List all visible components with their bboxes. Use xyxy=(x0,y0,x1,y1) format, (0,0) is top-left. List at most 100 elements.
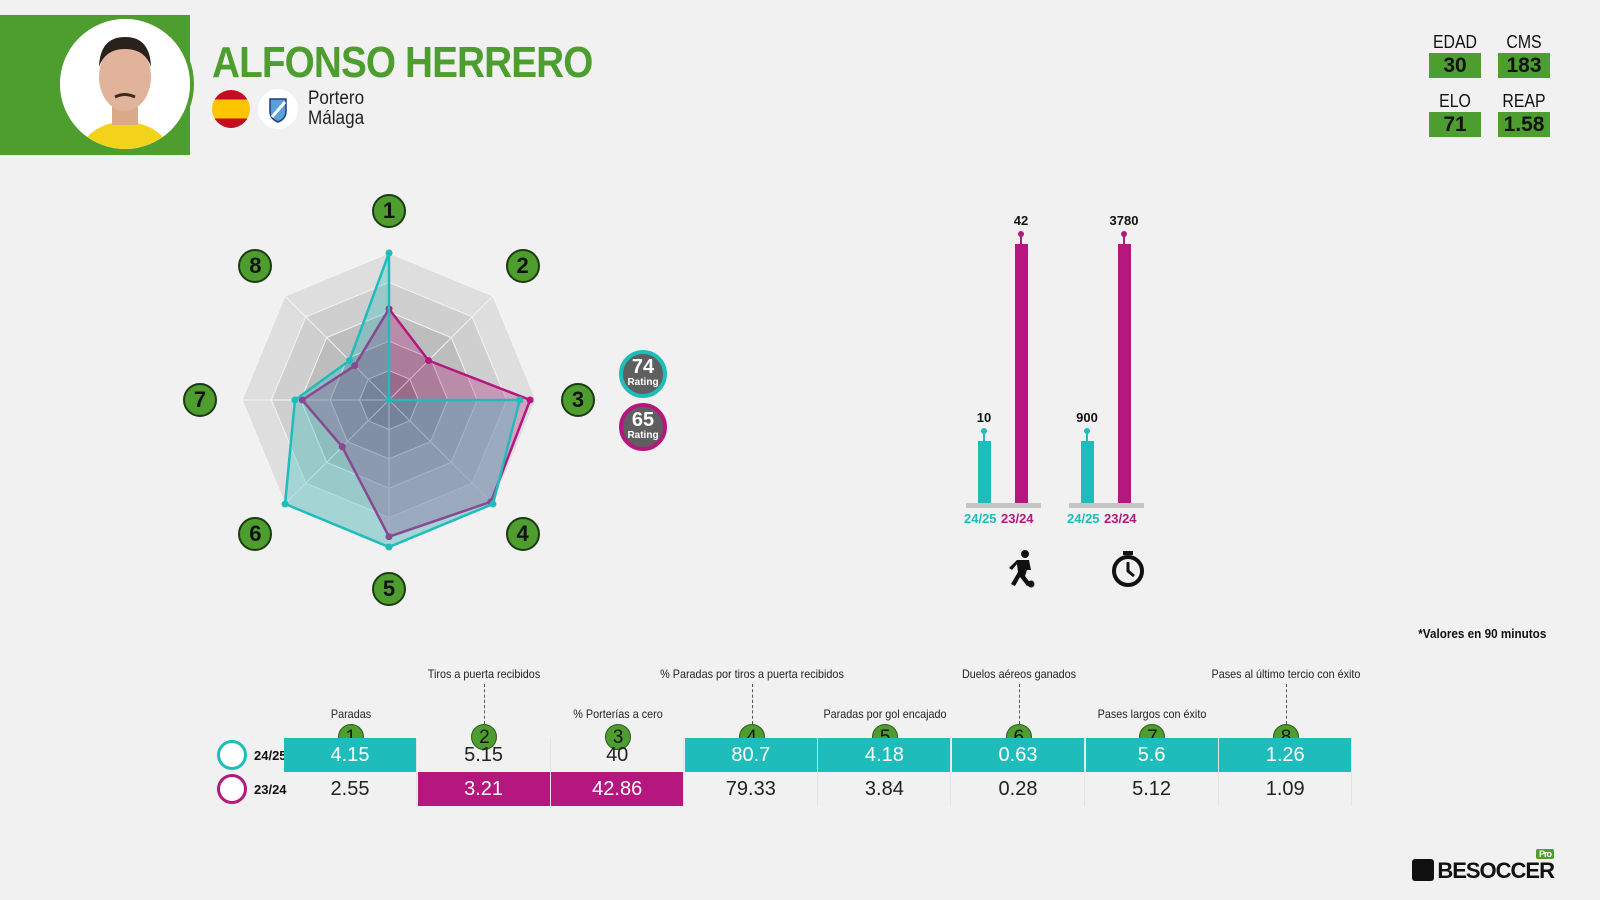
bar-category-label: 24/25 xyxy=(964,511,997,526)
column-label: Pases al último tercio con éxito xyxy=(1211,667,1361,681)
column-number-badge: 3 xyxy=(605,724,631,750)
stopwatch-icon xyxy=(1111,550,1145,593)
column-connector xyxy=(484,684,486,724)
table-cell: 1.09 xyxy=(1219,772,1353,806)
bar-value-label: 42 xyxy=(1013,213,1029,228)
radar-point xyxy=(346,357,354,365)
radar-point xyxy=(489,500,497,508)
radar-axis-badge: 2 xyxy=(505,249,540,284)
radar-spoke xyxy=(388,399,494,505)
radar-point xyxy=(526,396,534,404)
table-cell: 1.26 xyxy=(1219,738,1353,772)
stat-label-height: CMS xyxy=(1506,32,1542,52)
spain-flag-icon xyxy=(212,90,250,128)
bar-dot xyxy=(1018,231,1024,237)
radar-axis-badge: 6 xyxy=(238,516,273,551)
bar-dot xyxy=(1084,428,1090,435)
player-team: Málaga xyxy=(308,108,365,129)
bar-stem xyxy=(1123,235,1125,244)
table-cell: 4.15 xyxy=(284,738,417,772)
bar-baseline xyxy=(966,503,1041,508)
rating-badge-previous: 65 Rating xyxy=(619,403,667,451)
table-cell: 0.28 xyxy=(952,772,1085,806)
table-cell: 5.12 xyxy=(1086,772,1219,806)
column-number-badge: 2 xyxy=(471,724,498,750)
rating-value: 65 xyxy=(631,409,655,431)
player-name: ALFONSO HERRERO xyxy=(212,38,593,87)
radar-point xyxy=(385,249,393,257)
bar-baseline xyxy=(1069,503,1144,508)
row-season-label: 23/24 xyxy=(254,782,287,797)
radar-axis-badge: 4 xyxy=(505,516,540,551)
column-label: Paradas por gol encajado xyxy=(823,707,947,721)
bar-23-24 xyxy=(1015,244,1028,503)
column-label: Duelos aéreos ganados xyxy=(961,667,1076,681)
rating-label: Rating xyxy=(627,430,659,441)
table-cell: 42.86 xyxy=(551,772,685,806)
bar-stem xyxy=(1086,432,1088,442)
besoccer-logo: BESOCCER Pro xyxy=(1412,849,1555,884)
column-label: Pases largos con éxito xyxy=(1098,707,1207,721)
row-team-crest-icon xyxy=(217,740,247,770)
per-90-note: *Valores en 90 minutos xyxy=(1417,626,1546,641)
bar-stem xyxy=(1020,235,1022,244)
rating-label: Rating xyxy=(627,377,659,388)
bar-dot xyxy=(981,428,987,435)
table-cell: 4.18 xyxy=(818,738,952,772)
table-cell: 2.55 xyxy=(284,772,417,806)
stat-label-age: EDAD xyxy=(1432,32,1477,52)
player-kicking-icon xyxy=(1007,550,1037,593)
player-position: Portero xyxy=(308,88,365,109)
radar-point xyxy=(298,396,306,404)
table-cell: 3.84 xyxy=(818,772,952,806)
stat-value-age: 30 xyxy=(1429,53,1481,78)
radar-axis-badge: 8 xyxy=(238,249,273,284)
pro-badge: Pro xyxy=(1535,849,1554,859)
table-cell: 5.6 xyxy=(1085,738,1219,772)
bar-24-25 xyxy=(1081,441,1094,503)
radar-axis-badge: 1 xyxy=(372,194,406,228)
stat-value-height: 183 xyxy=(1498,53,1550,78)
bar-category-label: 23/24 xyxy=(1104,511,1137,526)
radar-axis-badge: 5 xyxy=(372,572,406,606)
bar-category-label: 24/25 xyxy=(1067,511,1100,526)
radar-point xyxy=(281,500,289,508)
rating-badge-current: 74 Rating xyxy=(619,350,667,398)
logo-text: BESOCCER xyxy=(1437,858,1555,883)
radar-point xyxy=(516,396,524,404)
malaga-crest-icon xyxy=(258,89,298,129)
stat-label-reap: REAP xyxy=(1502,91,1546,111)
player-photo xyxy=(56,15,194,153)
column-label: % Paradas por tiros a puerta recibidos xyxy=(659,667,844,681)
bar-23-24 xyxy=(1118,244,1131,503)
table-cell: 40 xyxy=(551,738,685,772)
radar-point xyxy=(291,396,299,404)
column-label: Paradas xyxy=(330,707,371,721)
column-label: % Porterías a cero xyxy=(573,707,663,721)
bar-category-label: 23/24 xyxy=(1001,511,1034,526)
stat-value-elo: 71 xyxy=(1429,112,1481,137)
bar-value-label: 10 xyxy=(976,410,992,426)
radar-point xyxy=(385,396,393,404)
table-cell: 3.21 xyxy=(417,772,551,806)
column-connector xyxy=(1286,684,1287,724)
column-connector xyxy=(751,684,753,724)
radar-spoke xyxy=(284,399,390,505)
radar-point xyxy=(385,533,393,541)
row-season-label: 24/25 xyxy=(254,748,287,763)
column-connector xyxy=(1018,684,1020,724)
radar-axis-badge: 7 xyxy=(183,383,217,417)
bar-dot xyxy=(1121,231,1127,237)
radar-spoke xyxy=(284,295,390,401)
bar-stem xyxy=(983,432,985,442)
radar-axis-badge: 3 xyxy=(561,383,595,417)
table-cell: 0.63 xyxy=(952,738,1085,772)
radar-point xyxy=(338,443,346,451)
bar-value-label: 3780 xyxy=(1109,213,1139,228)
stat-label-elo: ELO xyxy=(1439,91,1471,111)
row-team-crest-icon xyxy=(217,774,247,804)
stat-value-reap: 1.58 xyxy=(1498,112,1550,137)
bar-value-label: 900 xyxy=(1076,410,1098,426)
radar-spoke xyxy=(388,295,494,401)
table-cell: 79.33 xyxy=(685,772,818,806)
